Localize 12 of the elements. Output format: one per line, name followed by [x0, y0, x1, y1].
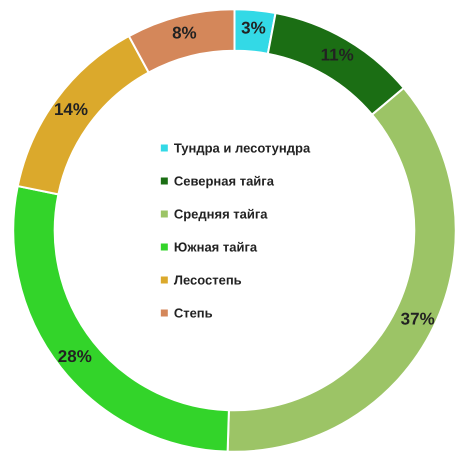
- legend-label: Степь: [174, 306, 213, 320]
- data-label: 37%: [400, 310, 435, 329]
- data-label: 28%: [58, 347, 92, 366]
- data-label: 8%: [172, 24, 197, 43]
- legend-label: Южная тайга: [174, 240, 258, 254]
- data-label: 3%: [241, 18, 266, 38]
- legend-label: Северная тайга: [174, 174, 275, 188]
- legend-label: Средняя тайга: [174, 206, 268, 222]
- data-label: 14%: [54, 100, 88, 119]
- legend-label: Лесостепь: [174, 272, 242, 288]
- data-label: 11%: [320, 45, 354, 64]
- legend-label: Тундра и лесотундра: [174, 140, 311, 156]
